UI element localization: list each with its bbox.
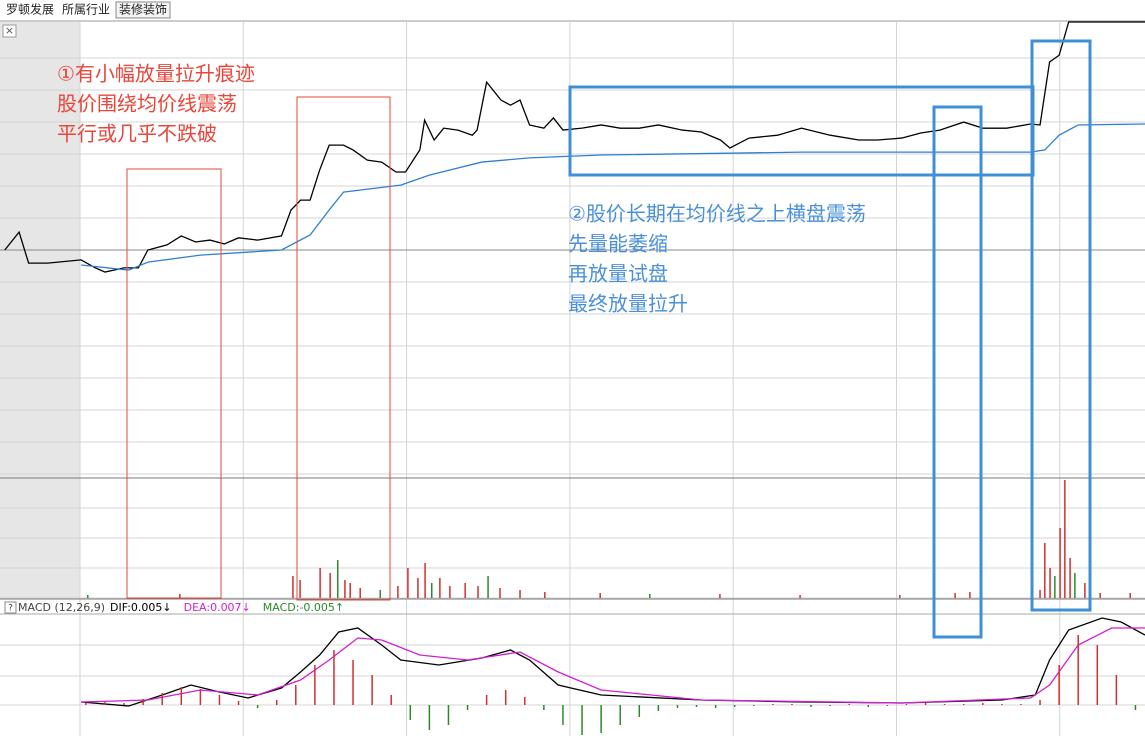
highlight-box — [1030, 39, 1092, 612]
annotation: 再放量试盘 — [568, 262, 668, 286]
industry-box[interactable] — [115, 1, 171, 19]
series-line — [4, 21, 1145, 273]
highlight-box — [126, 168, 222, 599]
legend-label: DEA:0.007↓ — [184, 601, 251, 614]
industry-label: 所属行业 — [62, 3, 110, 17]
series-line — [81, 123, 1145, 271]
highlight-box — [932, 105, 983, 639]
annotation: 平行或几乎不跌破 — [57, 122, 217, 146]
legend-label: DIF:0.005↓ — [110, 601, 172, 614]
legend-label: MACD:-0.005↑ — [263, 601, 344, 614]
close-button[interactable] — [2, 24, 17, 38]
annotation: ①有小幅放量拉升痕迹 — [57, 62, 255, 86]
stock-name: 罗顿发展 — [6, 2, 54, 17]
annotation: ②股价长期在均价线之上横盘震荡 — [568, 202, 866, 226]
series-line — [81, 627, 1145, 704]
help-icon[interactable]: ? — [8, 604, 13, 614]
close-icon[interactable]: × — [5, 24, 14, 37]
annotation: 先量能萎缩 — [568, 232, 668, 256]
series-line — [81, 617, 1145, 707]
annotation: 最终放量拉升 — [568, 292, 688, 316]
highlight-box — [296, 96, 391, 601]
annotation: 股价围绕均价线震荡 — [57, 92, 237, 116]
macd-title: MACD (12,26,9) — [18, 601, 105, 614]
help-button[interactable] — [4, 601, 17, 614]
highlight-box — [568, 85, 1035, 177]
industry[interactable]: 装修装饰 — [119, 2, 167, 17]
left-panel — [0, 22, 80, 598]
